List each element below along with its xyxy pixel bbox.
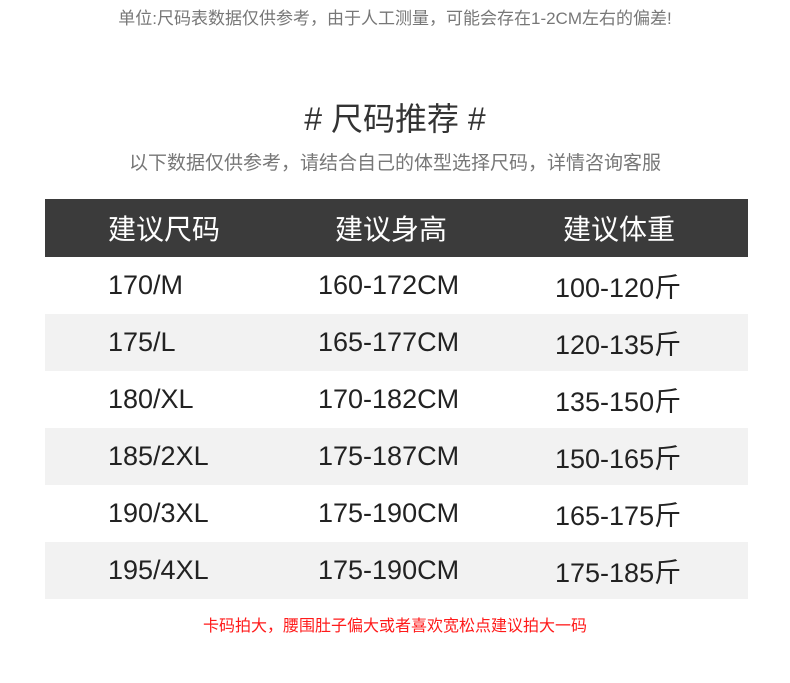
- cell-height: 175-190CM: [318, 498, 460, 528]
- cell-size: 170/M: [108, 270, 184, 300]
- header-size: 建议尺码: [108, 214, 221, 245]
- cell-weight: 175-185斤: [555, 558, 682, 588]
- cell-size: 180/XL: [108, 384, 194, 414]
- cell-height: 175-187CM: [318, 441, 460, 471]
- cell-weight: 165-175斤: [555, 501, 682, 531]
- table-row: 175/L 165-177CM 120-135斤: [45, 314, 748, 371]
- section-title: # 尺码推荐 #: [304, 101, 486, 137]
- measurement-note: 单位:尺码表数据仅供参考，由于人工测量，可能会存在1-2CM左右的偏差!: [118, 9, 672, 28]
- cell-weight: 150-165斤: [555, 444, 682, 474]
- cell-height: 160-172CM: [318, 270, 460, 300]
- table-row: 190/3XL 175-190CM 165-175斤: [45, 485, 748, 542]
- table-row: 185/2XL 175-187CM 150-165斤: [45, 428, 748, 485]
- cell-height: 165-177CM: [318, 327, 460, 357]
- cell-size: 185/2XL: [108, 441, 209, 471]
- cell-height: 170-182CM: [318, 384, 460, 414]
- cell-weight: 120-135斤: [555, 330, 682, 360]
- table-row: 195/4XL 175-190CM 175-185斤: [45, 542, 748, 599]
- header-weight: 建议体重: [563, 214, 676, 245]
- cell-height: 175-190CM: [318, 555, 460, 585]
- header-height: 建议身高: [335, 214, 448, 245]
- cell-weight: 100-120斤: [555, 273, 682, 303]
- table-header: 建议尺码 建议身高 建议体重: [45, 199, 748, 257]
- cell-size: 195/4XL: [108, 555, 209, 585]
- cell-size: 190/3XL: [108, 498, 209, 528]
- table-row: 170/M 160-172CM 100-120斤: [45, 257, 748, 314]
- section-subtitle: 以下数据仅供参考，请结合自己的体型选择尺码，详情咨询客服: [128, 153, 661, 174]
- size-up-warning: 卡码拍大，腰围肚子偏大或者喜欢宽松点建议拍大一码: [202, 618, 587, 635]
- size-table: 建议尺码 建议身高 建议体重 170/M 160-172CM 100-120斤 …: [45, 199, 748, 599]
- cell-size: 175/L: [108, 327, 176, 357]
- cell-weight: 135-150斤: [555, 387, 682, 417]
- table-row: 180/XL 170-182CM 135-150斤: [45, 371, 748, 428]
